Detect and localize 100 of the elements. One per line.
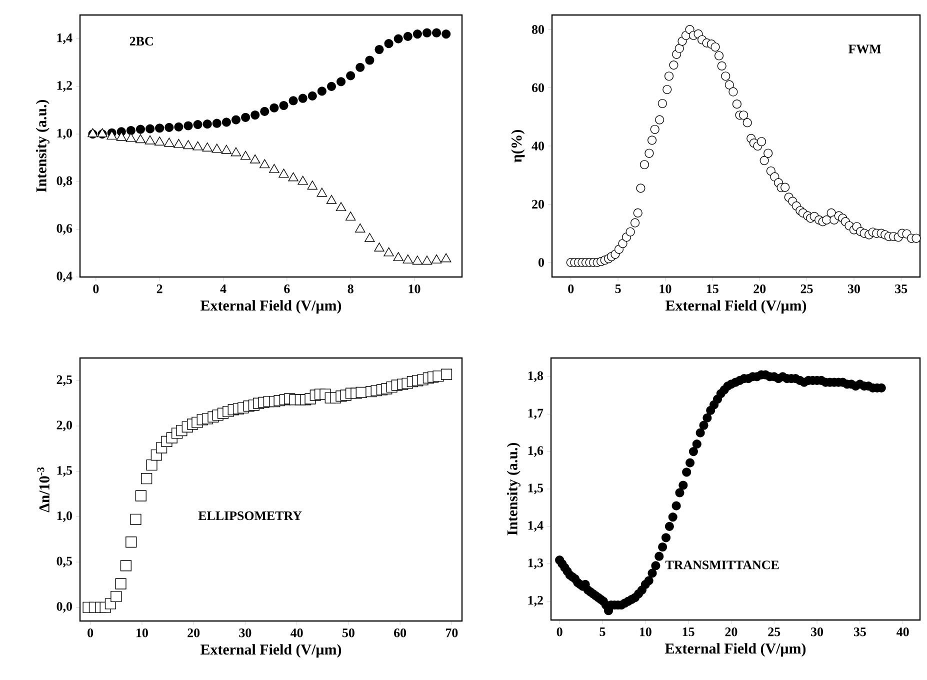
point xyxy=(136,124,146,134)
point xyxy=(384,39,394,48)
point xyxy=(202,120,212,129)
y-axis-title: Intensity (a.u.) xyxy=(506,442,520,536)
point xyxy=(212,118,222,128)
y-tick-label: 0,8 xyxy=(56,176,72,188)
point xyxy=(155,124,164,133)
y-tick-label: 0,0 xyxy=(56,602,72,613)
point xyxy=(346,71,356,80)
point xyxy=(269,164,280,173)
point xyxy=(222,118,231,127)
point xyxy=(402,254,414,264)
point xyxy=(336,202,346,212)
point xyxy=(432,28,442,38)
x-tick-label: 60 xyxy=(394,628,406,638)
point xyxy=(240,112,250,122)
x-axis-title: External Field (V/µm) xyxy=(665,643,806,657)
point xyxy=(422,28,432,38)
x-axis-title: External Field (V/µm) xyxy=(200,300,342,314)
y-tick-label: 1,2 xyxy=(57,81,72,92)
x-tick-label: 0 xyxy=(93,284,99,294)
point xyxy=(336,77,346,86)
x-tick-label: 30 xyxy=(239,628,252,638)
annotation: TRANSMITTANCE xyxy=(665,560,779,570)
x-tick-label: 35 xyxy=(895,284,908,294)
point xyxy=(298,176,308,185)
point xyxy=(278,168,289,178)
annotation: ELLIPSOMETRY xyxy=(198,511,302,520)
y-tick-label: 0,6 xyxy=(56,224,72,235)
y-tick-label: 1,7 xyxy=(528,408,544,420)
point xyxy=(355,223,366,232)
point xyxy=(154,136,165,146)
point xyxy=(193,120,202,130)
point xyxy=(174,138,184,148)
point xyxy=(184,121,193,130)
point xyxy=(384,247,394,256)
point xyxy=(356,62,365,72)
point xyxy=(192,141,203,150)
point xyxy=(279,100,288,110)
y-axis-title: η(%) xyxy=(511,130,525,162)
point xyxy=(202,142,212,152)
x-tick-label: 10 xyxy=(640,628,652,636)
point xyxy=(317,86,326,96)
y-tick-label: 40 xyxy=(532,142,544,150)
x-tick-label: 0 xyxy=(88,628,94,638)
y-tick-label: 1,2 xyxy=(528,596,543,607)
point xyxy=(345,212,356,221)
point xyxy=(288,96,298,106)
point xyxy=(394,34,403,44)
y-tick-label: 1,6 xyxy=(528,446,544,457)
x-tick-label: 0 xyxy=(556,628,562,636)
y-tick-label: 1,0 xyxy=(57,511,72,522)
x-tick-label: 10 xyxy=(408,284,420,294)
point xyxy=(250,110,260,120)
x-tick-label: 40 xyxy=(290,628,303,638)
point xyxy=(412,256,423,265)
y-tick-label: 1,4 xyxy=(57,34,72,44)
y-tick-label: 0 xyxy=(538,258,544,267)
point xyxy=(298,94,308,103)
y-tick-label: 1,0 xyxy=(57,128,72,140)
point xyxy=(422,256,432,265)
point xyxy=(126,126,136,136)
point xyxy=(240,150,251,160)
x-tick-label: 70 xyxy=(446,628,458,638)
point xyxy=(440,253,452,262)
point xyxy=(393,252,404,262)
point xyxy=(260,159,270,168)
annotation: 2BC xyxy=(130,36,153,46)
point xyxy=(212,144,222,153)
point xyxy=(365,56,374,65)
point xyxy=(164,138,174,147)
point xyxy=(174,122,184,132)
y-tick-label: 1,3 xyxy=(528,558,544,570)
point xyxy=(164,122,174,132)
x-axis-title: External Field (V/µm) xyxy=(666,300,806,314)
point xyxy=(145,124,155,134)
point xyxy=(106,130,117,140)
y-tick-label: 2,5 xyxy=(56,375,72,386)
y-tick-label: 1,5 xyxy=(528,484,544,494)
x-tick-label: 15 xyxy=(706,284,718,294)
y-tick-label: 80 xyxy=(532,25,544,34)
point xyxy=(250,154,260,164)
y-tick-label: 1,5 xyxy=(57,466,72,477)
y-tick-label: 0,5 xyxy=(56,556,72,568)
point xyxy=(316,188,328,197)
x-tick-label: 10 xyxy=(660,284,672,294)
x-tick-label: 4 xyxy=(220,284,226,294)
x-tick-label: 2 xyxy=(156,284,162,294)
point xyxy=(326,194,337,204)
x-axis-title: External Field (V/µm) xyxy=(200,644,342,658)
point xyxy=(412,29,422,39)
x-tick-label: 20 xyxy=(754,284,766,294)
point xyxy=(442,29,451,39)
x-tick-label: 25 xyxy=(800,284,813,294)
x-tick-label: 15 xyxy=(682,628,694,636)
y-tick-label: 1,4 xyxy=(528,521,544,532)
point xyxy=(307,180,318,190)
point xyxy=(135,134,146,144)
annotation: FWM xyxy=(848,44,881,54)
point xyxy=(116,132,127,141)
